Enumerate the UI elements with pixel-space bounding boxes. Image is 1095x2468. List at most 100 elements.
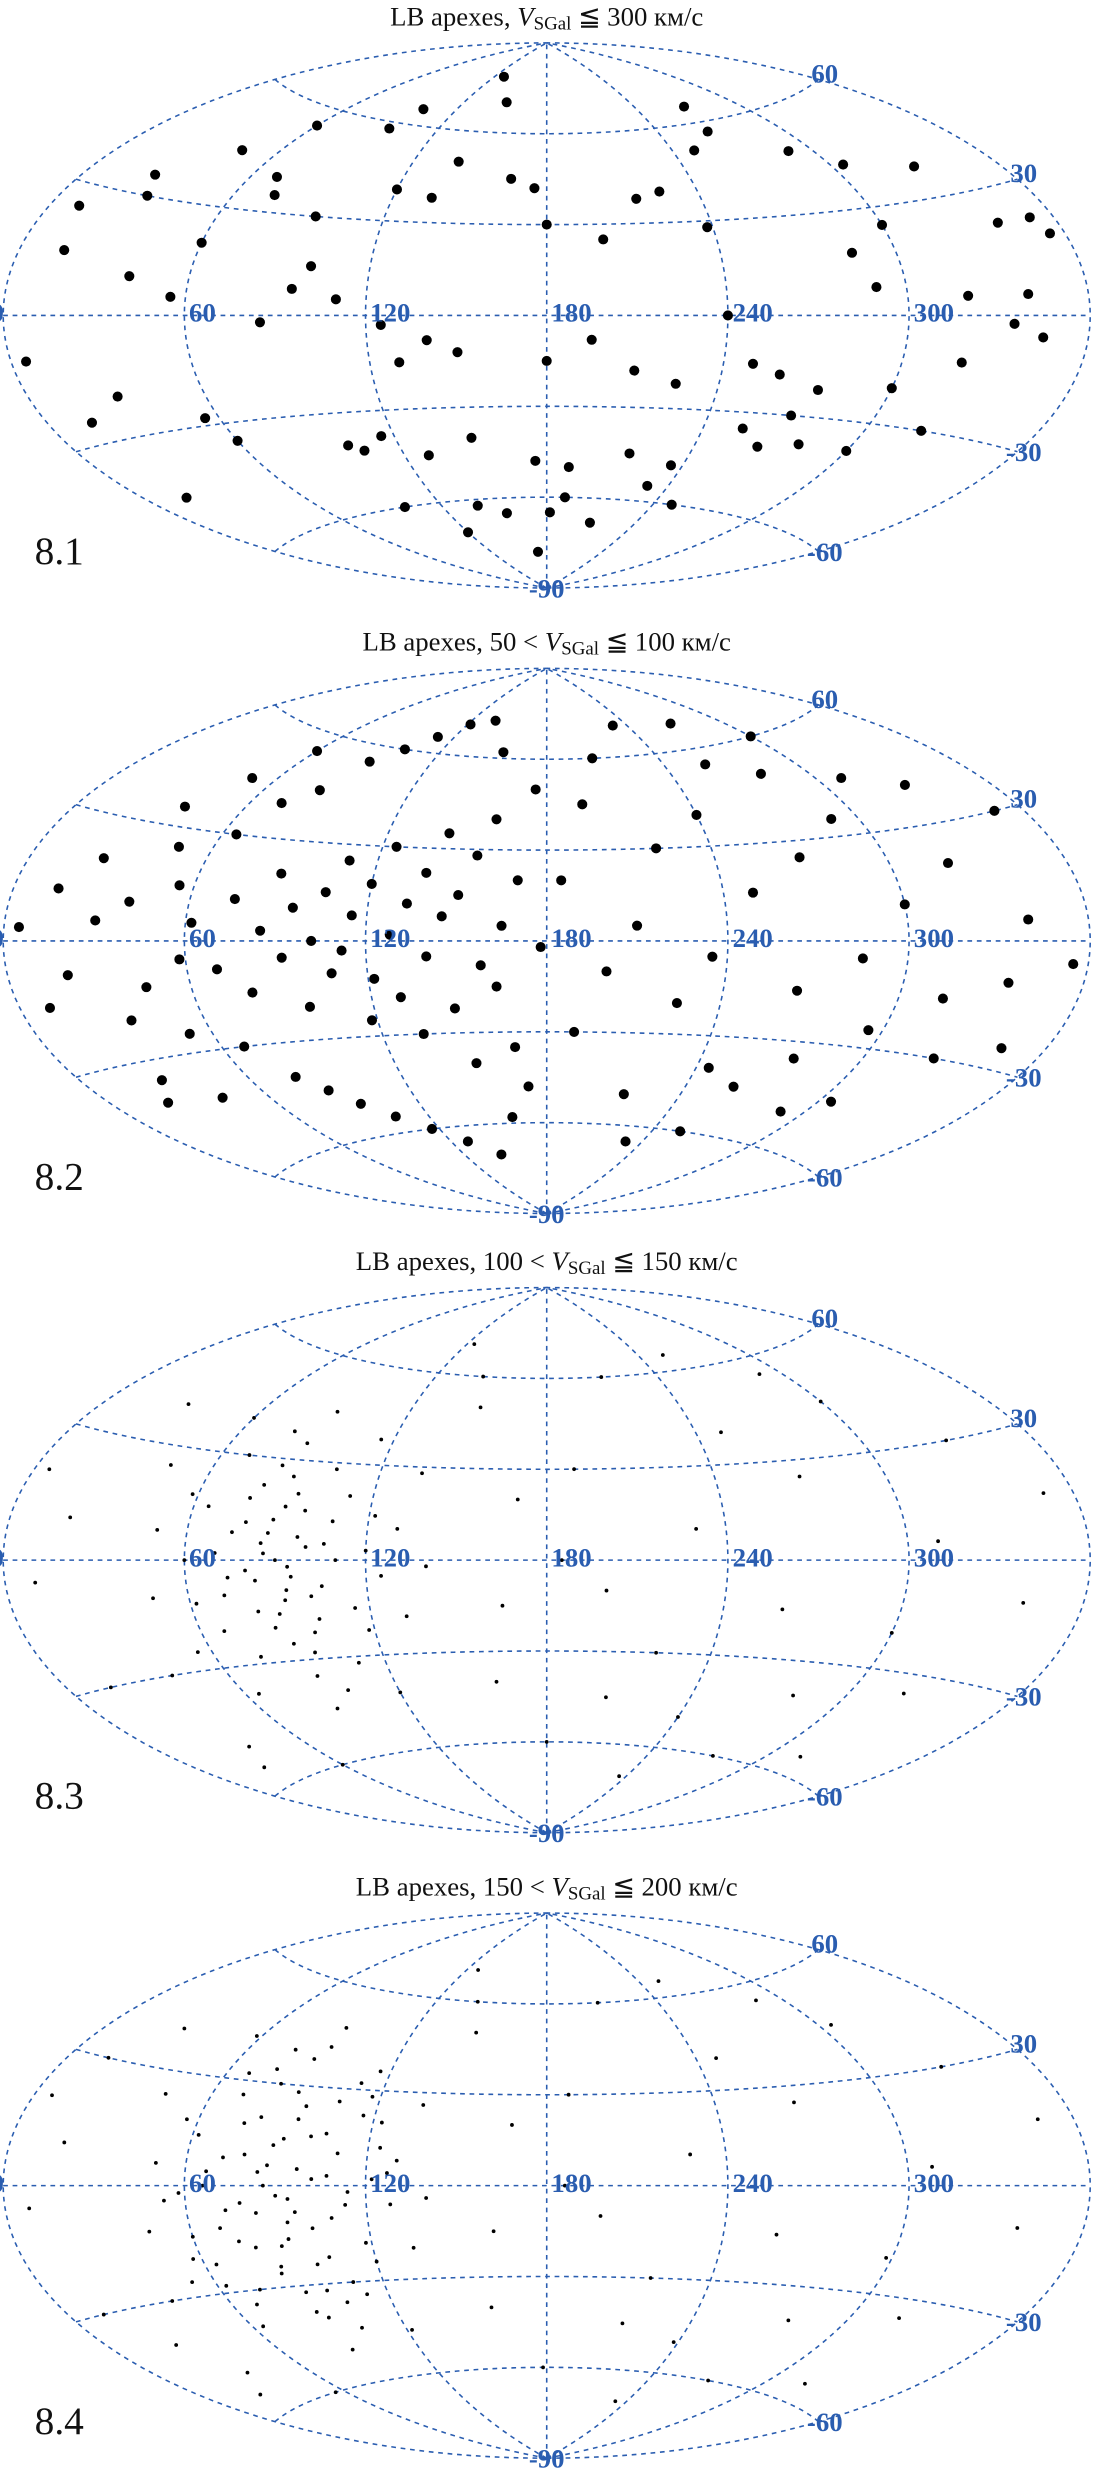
point	[291, 1474, 296, 1479]
point	[706, 2378, 711, 2383]
point	[599, 1375, 604, 1379]
point	[350, 2347, 355, 2352]
point	[370, 2094, 375, 2099]
point	[344, 2025, 349, 2030]
point	[598, 2214, 603, 2218]
point	[420, 1471, 424, 1476]
point	[474, 2030, 479, 2035]
point	[515, 1497, 520, 1502]
point	[269, 189, 280, 201]
point	[541, 219, 552, 230]
point	[666, 499, 677, 510]
point	[1021, 1601, 1026, 1605]
point	[280, 1463, 285, 1468]
point	[793, 439, 804, 450]
point	[241, 2092, 246, 2097]
point	[225, 1575, 230, 1580]
point	[176, 2191, 181, 2195]
point	[629, 365, 640, 376]
point	[691, 809, 702, 820]
point	[355, 1098, 366, 1109]
point	[794, 852, 805, 863]
title-part: SGal	[534, 13, 572, 34]
point	[1009, 318, 1020, 329]
point	[394, 2158, 399, 2163]
point	[90, 915, 101, 926]
point	[714, 2056, 718, 2061]
point	[190, 1492, 195, 1497]
point	[465, 719, 476, 730]
point	[798, 1754, 803, 1759]
x-tick-label: 120	[370, 298, 410, 328]
point	[632, 920, 643, 931]
point	[788, 1053, 799, 1064]
point	[13, 922, 24, 933]
point	[306, 935, 317, 946]
y-tick-label: 30	[1010, 784, 1037, 814]
point	[258, 1541, 263, 1546]
point	[587, 753, 598, 764]
point	[544, 1739, 549, 1744]
point	[262, 1765, 267, 1770]
point	[491, 2229, 496, 2234]
point	[559, 492, 571, 503]
point	[379, 1437, 384, 1442]
parallel	[274, 2366, 819, 2423]
point	[607, 720, 618, 731]
point	[747, 358, 759, 369]
point	[462, 1136, 473, 1147]
point	[556, 875, 567, 886]
point	[388, 2202, 393, 2207]
x-tick-label: 300	[914, 923, 954, 953]
point	[319, 1584, 324, 1589]
title-part: ≦ 200 км/с	[606, 1872, 738, 1902]
point	[279, 2264, 284, 2269]
x-tick-label: 120	[370, 1542, 410, 1572]
point	[271, 171, 283, 182]
point	[108, 1685, 113, 1690]
point	[792, 2100, 796, 2105]
parallel	[75, 2048, 1018, 2096]
point	[656, 1979, 661, 1984]
point	[577, 799, 588, 810]
point	[273, 1625, 278, 1630]
point	[303, 1545, 308, 1549]
point	[942, 857, 954, 869]
point	[295, 1535, 300, 1539]
title-part: ≦ 300 км/с	[571, 1, 703, 31]
point	[620, 1136, 631, 1147]
point	[310, 211, 321, 222]
point	[253, 2245, 258, 2250]
parallel	[75, 803, 1018, 851]
point	[728, 1081, 739, 1092]
panel-label: 8.4	[35, 2399, 85, 2443]
point	[237, 145, 248, 156]
point	[369, 973, 380, 984]
point	[703, 1062, 714, 1073]
parallel	[75, 2275, 1018, 2323]
point	[286, 283, 297, 294]
point	[244, 1520, 248, 1525]
point	[343, 440, 354, 451]
point	[475, 960, 486, 971]
point	[678, 101, 690, 112]
y-tick-label: -60	[807, 537, 843, 567]
point	[260, 2183, 265, 2188]
point	[444, 828, 455, 839]
x-tick-label: 60	[189, 1542, 216, 1572]
x-tick-label: 180	[551, 298, 591, 328]
point	[292, 2210, 297, 2215]
point	[876, 219, 888, 230]
point	[857, 953, 868, 964]
point	[544, 507, 555, 518]
point	[1003, 977, 1014, 988]
point	[572, 1467, 576, 1472]
point	[747, 887, 759, 898]
point	[273, 1558, 277, 1563]
point	[168, 1463, 173, 1467]
point	[296, 2090, 301, 2095]
point	[631, 193, 642, 204]
point	[324, 2131, 329, 2136]
point	[702, 126, 713, 137]
point	[775, 1106, 786, 1117]
